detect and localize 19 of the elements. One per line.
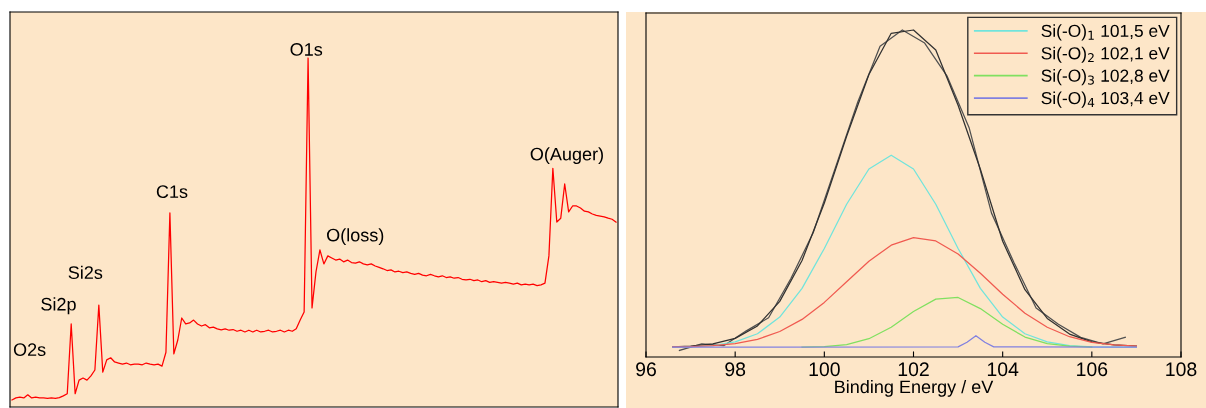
text: O1s (290, 43, 323, 56)
x-tick-label: 98 (725, 362, 746, 377)
x-tick-label: 104 (987, 362, 1019, 377)
annotation: O(Auger) (530, 147, 603, 165)
legend-label: Si(-O)$_{4}$ 103,4 eV (1041, 91, 1170, 108)
x-axis-title: Binding Energy / eV (835, 379, 994, 397)
legend-label: Si(-O)$_{3}$ 102,8 eV (1041, 69, 1170, 86)
annotation: O2s (13, 343, 46, 357)
x-tick-label: 100 (809, 362, 840, 377)
legend-label: Si(-O)$_{2}$ 102,1 eV (1041, 46, 1170, 63)
x-tick-label: 106 (1077, 362, 1108, 377)
x-tick-label: 108 (1166, 362, 1197, 377)
x-tick-label: 96 (636, 362, 656, 377)
legend-label: Si(-O)$_{1}$ 101,5 eV (1041, 24, 1170, 41)
annotation: Si2s (68, 265, 103, 280)
annotation: Si2p (41, 297, 76, 315)
x-tick-label: 102 (898, 362, 929, 377)
annotation: C1s (156, 185, 188, 199)
annotation: O(loss) (327, 228, 384, 246)
